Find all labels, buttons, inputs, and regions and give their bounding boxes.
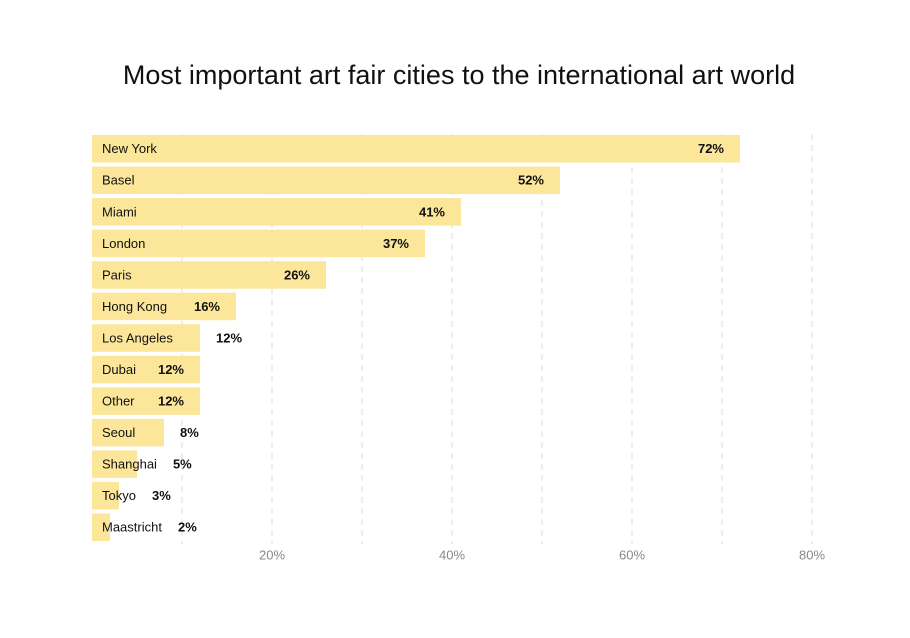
bar [92,166,560,195]
chart-title: Most important art fair cities to the in… [123,60,795,90]
x-tick-label: 60% [619,547,645,562]
category-label: Seoul [102,425,135,440]
bar [92,450,137,478]
value-label: 3% [152,488,171,503]
bar [92,261,326,289]
value-label: 12% [158,362,184,377]
category-label: Miami [102,204,137,219]
x-tick-label: 80% [799,547,825,562]
value-label: 26% [284,267,310,282]
value-label: 2% [178,520,197,535]
bar [92,324,200,352]
category-label: Basel [102,173,135,188]
value-label: 5% [173,457,192,472]
value-label: 12% [158,394,184,409]
bar [92,387,200,415]
value-label: 37% [383,236,409,251]
category-label: London [102,236,145,251]
category-label: Other [102,394,135,409]
category-label: Shanghai [102,457,157,472]
category-label: Dubai [102,362,136,377]
bar [92,513,110,541]
bar [92,198,461,226]
category-label: Tokyo [102,488,136,503]
value-label: 12% [216,330,242,345]
category-label: Maastricht [102,520,162,535]
category-label: Hong Kong [102,299,167,314]
x-tick-label: 40% [439,547,465,562]
category-label: Los Angeles [102,330,173,345]
bar [92,481,119,510]
bar [92,135,740,163]
x-tick-label: 20% [259,547,285,562]
value-label: 72% [698,141,724,156]
category-label: Paris [102,267,132,282]
grid [181,134,813,544]
value-label: 41% [419,204,445,219]
value-label: 16% [194,299,220,314]
bar [92,292,236,321]
value-label: 52% [518,173,544,188]
bar [92,229,425,258]
bar [92,355,200,384]
category-label: New York [102,141,157,156]
value-label: 8% [180,425,199,440]
bar [92,418,164,447]
